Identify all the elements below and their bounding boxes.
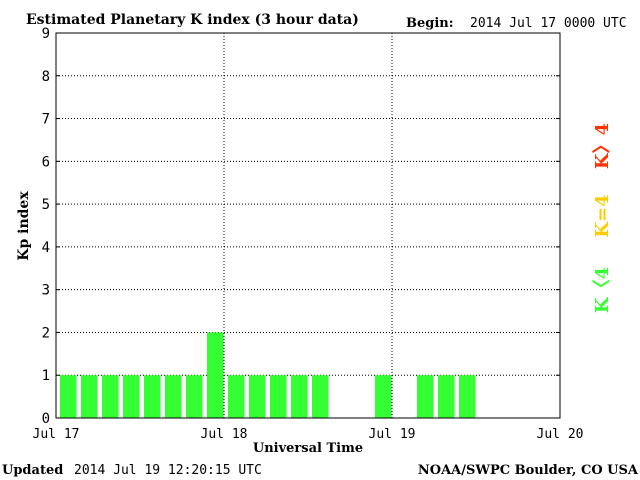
begin-label: Begin: [406,16,454,31]
kp-bar [81,375,98,418]
legend-below: K〈4 [592,267,613,313]
kp-bar [207,332,224,418]
kp-bar [270,375,287,418]
y-tick-label: 2 [42,325,50,341]
kp-bar [228,375,245,418]
kp-bar [375,375,392,418]
bars [60,332,476,418]
y-tick-label: 8 [42,69,50,85]
kp-bar [291,375,308,418]
legend-equal: K=4 [592,194,613,237]
source-credit: NOAA/SWPC Boulder, CO USA [418,463,639,478]
kp-bar [123,375,140,418]
kp-bar [186,375,203,418]
begin-value: 2014 Jul 17 0000 UTC [470,16,627,31]
y-tick-label: 1 [42,368,50,384]
y-tick-label: 4 [42,240,50,256]
plot-frame [55,32,561,419]
y-tick-label: 7 [42,112,50,128]
kp-bar [438,375,455,418]
x-tick-label: Jul 20 [537,427,584,442]
y-tick-label: 9 [42,26,50,42]
x-tick-label: Jul 18 [201,427,248,442]
kp-bar [312,375,329,418]
kp-bar [417,375,434,418]
legend-above: K〉4 [592,123,613,169]
grid [56,33,560,418]
chart-title: Estimated Planetary K index (3 hour data… [26,12,359,28]
kp-bar [144,375,161,418]
kp-bar [60,375,77,418]
x-tick-label: Jul 19 [369,427,416,442]
y-tick-label: 6 [42,154,50,170]
x-tick-label: Jul 17 [33,427,80,442]
y-axis-label: Kp index [16,191,32,261]
kp-bar [249,375,266,418]
y-tick-label: 5 [42,197,50,213]
y-tick-label: 3 [42,283,50,299]
kp-bar [102,375,119,418]
x-axis-label: Universal Time [253,441,363,456]
y-axis: 0 1 2 3 4 5 6 7 8 9 [42,26,560,427]
kp-bar [165,375,182,418]
kp-bar [459,375,476,418]
x-axis: Jul 17 Jul 18 Jul 19 Jul 20 [33,427,584,442]
updated-value: 2014 Jul 19 12:20:15 UTC [74,463,262,478]
updated-label: Updated [2,463,63,478]
y-tick-label: 0 [42,411,50,427]
